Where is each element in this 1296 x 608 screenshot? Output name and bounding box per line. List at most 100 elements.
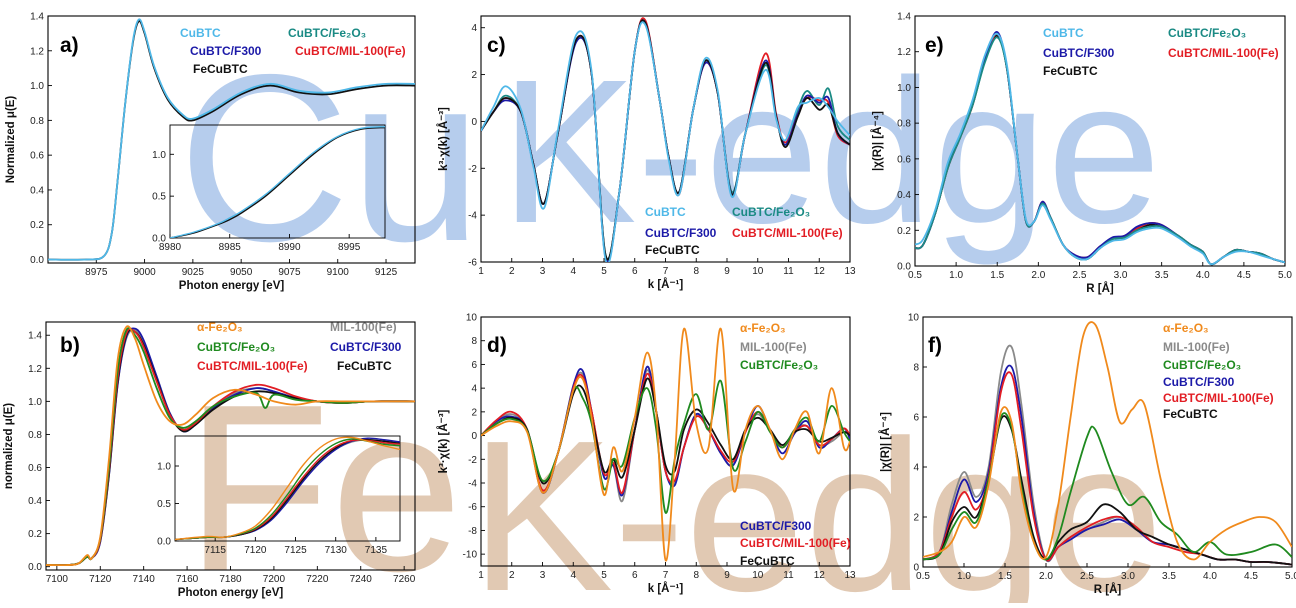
panel-e-ytick-label: 0.6	[897, 154, 911, 165]
panel-c-xtick-label: 5	[601, 266, 607, 277]
panel-d-xtick-label: 4	[570, 570, 576, 581]
panel-b-series-line	[46, 325, 415, 567]
panel-a-ytick-label: 0.6	[30, 151, 44, 162]
panel-c-legend-entry: CuBTC/Fe₂O₃	[732, 205, 810, 219]
panel-f-xtick-label: 1.5	[998, 571, 1012, 582]
panel-b-xtick-label: 7140	[133, 574, 156, 585]
panel-f-plot-frame	[922, 316, 1293, 568]
panel-b-xtick-label: 7200	[263, 574, 286, 585]
panel-b-inset-ytick-label: 0.0	[157, 537, 171, 548]
panel-a-ytick-label: 1.4	[30, 12, 44, 23]
panel-a-inset-series-line	[170, 125, 385, 238]
panel-d-xtick-label: 13	[844, 570, 856, 581]
panel-b-inset-series-line	[175, 436, 400, 541]
panel-c-legend-entry: CuBTC/F300	[645, 226, 717, 240]
panel-c-xtick-label: 3	[540, 266, 546, 277]
panel-a-xtick-label: 9100	[327, 267, 350, 278]
panel-d-legend-entry: α-Fe₂O₃	[740, 321, 786, 335]
panel-e-ytick-label: 0.0	[897, 262, 911, 273]
panel-c-xtick-label: 10	[752, 266, 764, 277]
panel-f-label: f)	[928, 334, 942, 357]
panel-c-legend-entry: CuBTC	[645, 205, 686, 219]
panel-c-xlabel: k [Å⁻¹]	[648, 278, 684, 291]
panel-a-inset-ytick-label: 0.0	[152, 234, 166, 245]
panel-b-legend-entry: CuBTC/F300	[330, 340, 402, 354]
panel-a-xtick-label: 8975	[85, 267, 108, 278]
panel-e-ytick-label: 0.8	[897, 119, 911, 130]
panel-e-ytick-label: 0.4	[897, 190, 911, 201]
panel-a-series-group	[48, 18, 415, 261]
panel-a-inset-ytick-label: 1.0	[152, 150, 166, 161]
panel-b-ytick-label: 0.4	[28, 496, 42, 507]
panel-d-xtick-label: 3	[540, 570, 546, 581]
panel-d-ytick-label: 4	[471, 384, 477, 395]
panel-a-inset-ytick-label: 0.5	[152, 192, 166, 203]
panel-b-xtick-label: 7120	[89, 574, 112, 585]
panel-f-ytick-label: 4	[913, 463, 919, 474]
panel-d-xtick-label: 5	[601, 570, 607, 581]
panel-c-ytick-label: 2	[471, 70, 477, 81]
panel-c-ytick-label: -2	[468, 164, 477, 175]
panel-f-legend-entry: CuBTC/F300	[1163, 375, 1235, 389]
panel-a-inset-inset-frame	[169, 124, 386, 239]
panel-b-inset: 7115 7120 7125 7130 7135 0.0 0.5 1.0	[157, 435, 401, 556]
panel-b-legend-entry: MIL-100(Fe)	[330, 320, 397, 334]
panel-a-inset-xtick-label: 8985	[219, 242, 242, 253]
panel-e: 0.5 1.0 1.5 2.0 2.5 3.0 3.5 4.0 4.5 5.0 0.0 0.2 0.4 0…	[871, 12, 1292, 296]
panel-c-label: c)	[487, 34, 506, 57]
panel-c-series-line	[481, 21, 850, 262]
panel-e-xtick-label: 1.0	[949, 270, 963, 281]
panel-e-xtick-label: 0.5	[908, 270, 922, 281]
panel-d-xtick-label: 1	[478, 570, 484, 581]
panel-e-xtick-label: 3.0	[1114, 270, 1128, 281]
panel-e-ytick-label: 1.4	[897, 12, 911, 23]
panel-a-ytick-label: 0.2	[30, 220, 44, 231]
panel-e-xtick-label: 1.5	[990, 270, 1004, 281]
panel-a: 8975 9000 9025 9050 9075 9100 9125 0.0 0.2 0.4 0.6…	[5, 12, 416, 292]
panel-c-legend-entry: FeCuBTC	[645, 243, 700, 257]
panel-f-ytick-label: 6	[913, 413, 919, 424]
panel-b-series-group	[46, 325, 415, 567]
panel-a-inset-xtick-label: 8980	[159, 242, 182, 253]
panel-f-ytick-label: 8	[913, 363, 919, 374]
panel-c-xtick-label: 6	[632, 266, 638, 277]
panel-f-ylabel: |χ(R)| [Å⁻⁴]	[879, 412, 892, 472]
panel-c-xtick-label: 12	[814, 266, 826, 277]
panel-d-legend-entry: CuBTC/Fe₂O₃	[740, 358, 818, 372]
panel-b-inset-xtick-label: 7135	[365, 545, 388, 556]
panel-a-ytick-label: 0.0	[30, 255, 44, 266]
panel-f-legend-entry: α-Fe₂O₃	[1163, 321, 1209, 335]
panel-b-xlabel: Photon energy [eV]	[178, 587, 284, 599]
panel-b-ytick-label: 0.8	[28, 430, 42, 441]
panel-a-inset-series-line	[170, 126, 385, 238]
panel-c-ytick-label: -4	[468, 211, 477, 222]
panel-e-ytick-label: 1.0	[897, 83, 911, 94]
panel-d-xtick-label: 10	[752, 570, 764, 581]
panel-d-xtick-label: 9	[724, 570, 730, 581]
panel-e-xtick-label: 4.0	[1196, 270, 1210, 281]
panel-d-legend-entry: MIL-100(Fe)	[740, 340, 807, 354]
panel-b-legend-entry: α-Fe₂O₃	[197, 320, 243, 334]
panel-d-legend-entry: CuBTC/F300	[740, 519, 812, 533]
panel-b-inset-xtick-label: 7125	[284, 545, 307, 556]
panel-c-ylabel: k³·χ(k) [Å⁻³]	[437, 107, 450, 171]
panel-d-xtick-label: 6	[632, 570, 638, 581]
panel-a-ytick-label: 1.2	[30, 46, 44, 57]
panel-a-xtick-label: 9000	[133, 267, 156, 278]
panel-b-ytick-label: 1.0	[28, 397, 42, 408]
panel-f-xtick-label: 3.0	[1121, 571, 1135, 582]
panel-d-label: d)	[487, 334, 507, 357]
panel-d-xtick-label: 7	[663, 570, 669, 581]
panel-e-xtick-label: 4.5	[1237, 270, 1251, 281]
panel-b-ytick-label: 0.2	[28, 529, 42, 540]
panel-d-ytick-label: 8	[471, 336, 477, 347]
panel-b-xtick-label: 7160	[176, 574, 199, 585]
panel-e-legend-entry: FeCuBTC	[1043, 64, 1098, 78]
panel-e-ytick-label: 1.2	[897, 47, 911, 58]
panel-a-xtick-label: 9125	[375, 267, 398, 278]
panel-f-xtick-label: 1.0	[957, 571, 971, 582]
panel-a-plot-frame	[47, 15, 416, 264]
panel-c-legend-entry: CuBTC/MIL-100(Fe)	[732, 226, 843, 240]
